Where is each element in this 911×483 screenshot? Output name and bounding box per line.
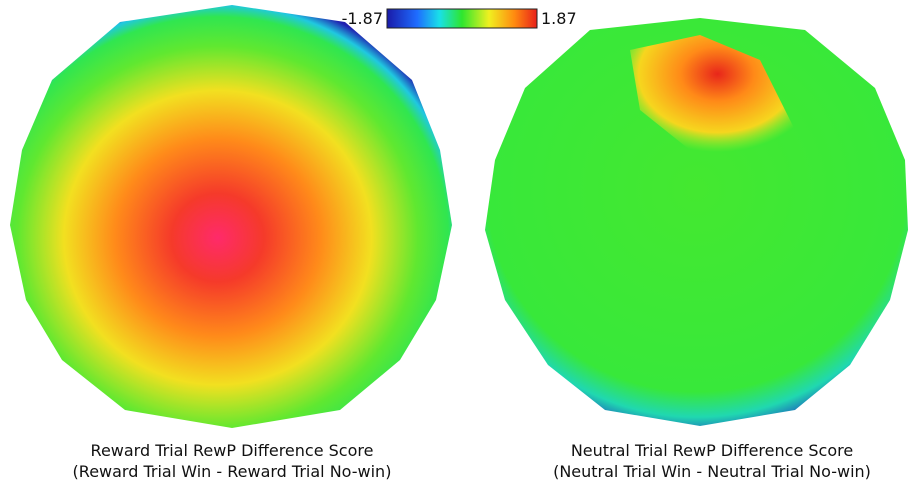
caption: (Reward Trial Win - Reward Trial No-win): [73, 462, 392, 481]
caption: (Neutral Trial Win - Neutral Trial No-wi…: [553, 462, 871, 481]
colorbar-max: 1.87: [541, 9, 577, 28]
caption: Reward Trial RewP Difference Score: [91, 441, 374, 460]
topo-map-neutral: [485, 18, 908, 426]
colorbar-min: -1.87: [342, 9, 383, 28]
hot-region: [630, 35, 805, 165]
colorbar: [386, 8, 538, 29]
caption: Neutral Trial RewP Difference Score: [571, 441, 853, 460]
topo-map-reward: [10, 5, 452, 428]
